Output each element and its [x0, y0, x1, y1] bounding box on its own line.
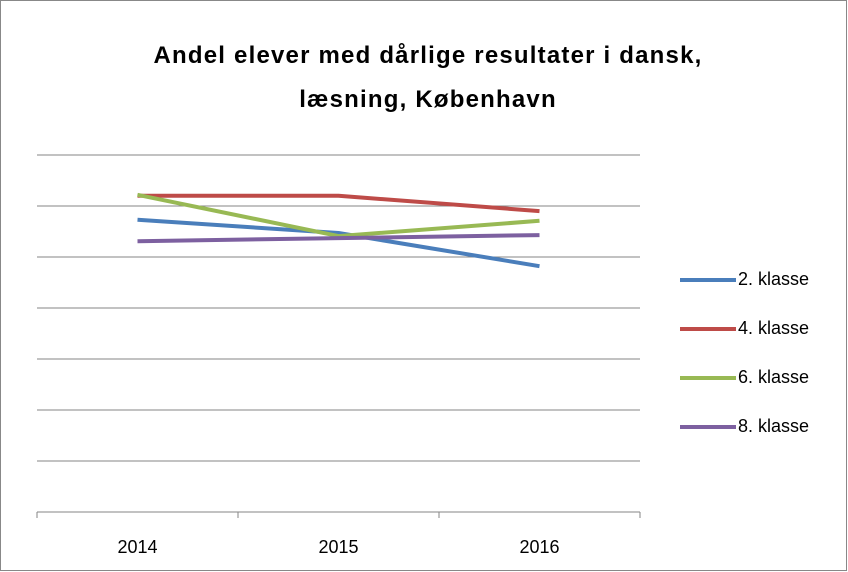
series-line: [137, 233, 540, 244]
series-line: [137, 217, 540, 269]
series-line: [137, 193, 540, 214]
legend-label: 4. klasse: [738, 318, 809, 338]
x-tick-label: 2015: [318, 537, 358, 557]
legend-label: 6. klasse: [738, 367, 809, 387]
x-tick-label: 2014: [117, 537, 157, 557]
series-line: [137, 192, 540, 239]
x-tick-label: 2016: [519, 537, 559, 557]
legend-label: 8. klasse: [738, 416, 809, 436]
legend-label: 2. klasse: [738, 269, 809, 289]
chart-title: Andel elever med dårlige resultater i da…: [153, 42, 703, 113]
